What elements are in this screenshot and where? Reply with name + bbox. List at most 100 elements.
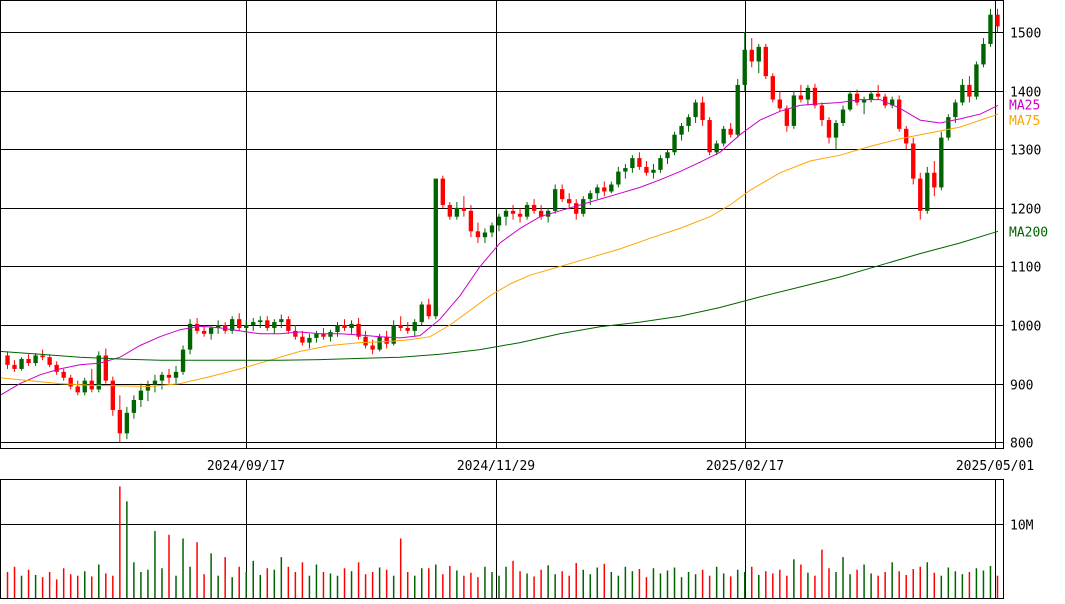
candle-body — [215, 325, 221, 328]
candle-body — [75, 386, 80, 393]
candle-body — [875, 93, 881, 97]
y-tick-label: 1200 — [1010, 203, 1041, 218]
candle-body — [272, 322, 277, 328]
candle-body — [314, 333, 319, 338]
candle-body — [897, 99, 902, 129]
volume-tick-label: 10M — [1010, 519, 1034, 534]
candle-body — [791, 95, 797, 126]
candle-body — [918, 178, 923, 211]
candle-body — [538, 210, 544, 217]
candle-body — [251, 322, 256, 326]
candle-body — [230, 319, 235, 331]
candle-body — [412, 322, 417, 331]
y-tick-label: 900 — [1010, 379, 1033, 394]
candle-body — [138, 390, 144, 400]
candle-body — [244, 325, 249, 328]
y-tick-label: 1400 — [1010, 86, 1041, 101]
candle-body — [721, 128, 726, 144]
candle-body — [279, 319, 284, 323]
candle-body — [12, 364, 17, 369]
candle-body — [237, 319, 242, 328]
candle-body — [489, 225, 495, 233]
candle-body — [187, 323, 193, 350]
candle-body — [363, 336, 368, 346]
candle-body — [419, 304, 424, 323]
candle-body — [967, 84, 972, 97]
ma200-label: MA200 — [1009, 225, 1048, 240]
candle-body — [47, 357, 52, 365]
volume-gridlines — [0, 479, 1003, 598]
candle-body — [840, 109, 846, 123]
candle-body — [384, 336, 389, 344]
candle-body — [54, 364, 59, 372]
price-panel-frame — [0, 0, 1004, 449]
ma200-line — [0, 230, 999, 361]
y-tick-label: 1500 — [1010, 27, 1041, 42]
candle-body — [953, 102, 958, 118]
price-gridlines — [0, 0, 1003, 448]
candle-body — [517, 213, 523, 217]
candle-body — [61, 371, 66, 378]
candle-body — [293, 330, 298, 337]
candle-body — [861, 99, 867, 103]
candle-body — [110, 380, 116, 410]
candle-body — [82, 380, 87, 393]
panel-frames — [0, 0, 1004, 599]
candle-body — [300, 336, 305, 343]
candle-body — [328, 332, 333, 337]
candle-body — [777, 99, 783, 109]
candle-body — [180, 349, 186, 372]
candle-body — [440, 178, 445, 205]
candle-body — [545, 210, 551, 217]
candle-body — [819, 105, 825, 121]
candle-body — [735, 84, 740, 135]
candle-body — [693, 102, 698, 118]
y-tick-label: 1100 — [1010, 261, 1041, 276]
candle-body — [166, 374, 172, 378]
candle-body — [630, 158, 635, 169]
candle-body — [201, 330, 207, 334]
candle-body — [208, 327, 214, 334]
candle-body — [700, 102, 705, 121]
candle-body — [26, 358, 31, 364]
candle-body — [742, 49, 747, 85]
candle-body — [763, 46, 768, 77]
candle-body — [932, 172, 937, 188]
candle-body — [307, 337, 312, 343]
x-tick-label: 2024/09/17 — [207, 459, 285, 474]
y-tick-label: 1300 — [1010, 144, 1041, 159]
candle-body — [939, 137, 944, 188]
candle-body — [637, 158, 642, 167]
candle-body — [96, 355, 101, 390]
volume-panel-frame — [0, 479, 1004, 599]
candle-body — [665, 152, 670, 159]
candle-body — [805, 87, 811, 100]
candle-body — [854, 93, 860, 103]
candle-body — [391, 325, 396, 344]
candle-body — [426, 304, 431, 317]
candle-body — [454, 207, 460, 217]
candle-body — [19, 358, 24, 369]
candle-body — [335, 325, 340, 333]
candle-body — [679, 125, 684, 135]
candle-body — [370, 345, 375, 350]
candle-body — [103, 355, 108, 381]
candle-body — [405, 327, 410, 331]
candle-body — [749, 49, 754, 62]
candle-body — [398, 325, 403, 328]
candle-body — [524, 204, 530, 217]
candle-body — [728, 128, 733, 135]
candle-body — [644, 166, 649, 173]
candle-body — [321, 333, 326, 337]
candle-body — [833, 122, 839, 138]
candle-body — [552, 189, 558, 211]
candle-body — [714, 143, 719, 153]
candle-body — [152, 380, 158, 385]
date-axis: 2024/09/17 2024/11/29 2025/02/17 2025/05… — [207, 459, 1034, 474]
candle-body — [117, 409, 123, 434]
candle-body — [503, 210, 509, 217]
candle-body — [531, 204, 537, 211]
candle-body — [131, 399, 137, 413]
candle-body — [377, 336, 382, 350]
candle-body — [911, 143, 916, 179]
